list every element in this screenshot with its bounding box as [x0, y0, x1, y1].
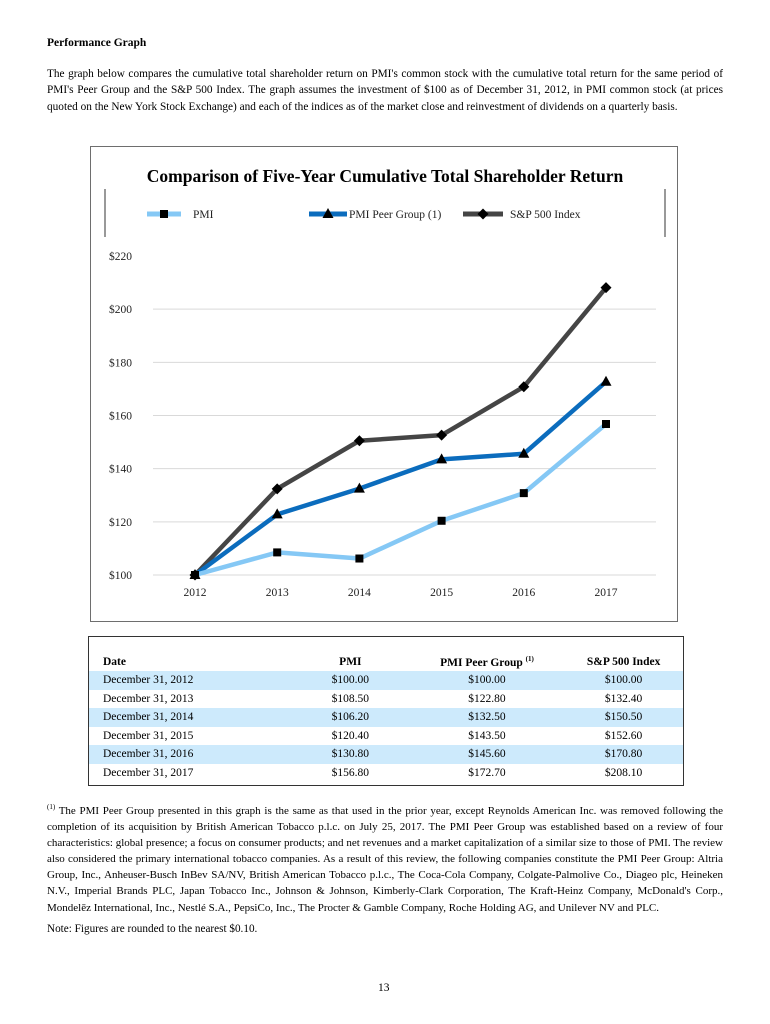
- series-pmi-peer-group-1: [189, 375, 612, 579]
- footnote-ref: (1): [525, 655, 534, 663]
- legend-item: PMI: [147, 209, 214, 221]
- table-header-row: Date PMI PMI Peer Group (1) S&P 500 Inde…: [89, 653, 683, 671]
- footnote-text: The PMI Peer Group presented in this gra…: [47, 805, 723, 914]
- legend-item: S&P 500 Index: [463, 208, 581, 221]
- legend-marker: [160, 210, 168, 218]
- data-point-marker: [518, 447, 530, 458]
- y-tick-label: $220: [109, 250, 132, 263]
- legend-marker: [322, 208, 334, 218]
- data-point-marker: [191, 571, 199, 579]
- chart-legend: PMI PMI Peer Group (1) S&P 500 Index: [147, 208, 581, 221]
- y-axis-ticks: $100 $120 $140 $160 $180 $200 $220: [109, 250, 132, 582]
- rounding-note: Note: Figures are rounded to the nearest…: [47, 923, 258, 935]
- cell-pmi: $120.40: [331, 729, 370, 742]
- data-point-marker: [602, 420, 610, 429]
- chart-title: Comparison of Five-Year Cumulative Total…: [147, 166, 624, 186]
- y-tick-label: $140: [109, 463, 132, 476]
- data-point-marker: [355, 554, 364, 563]
- cell-sp500: $170.80: [564, 745, 683, 764]
- table-row: December 31, 2016 $130.80 $145.60 $170.80: [89, 745, 683, 764]
- table-row: December 31, 2012 $100.00 $100.00 $100.00: [89, 671, 683, 690]
- x-tick-label: 2017: [595, 587, 618, 599]
- x-tick-label: 2016: [512, 587, 535, 599]
- table-row: December 31, 2014 $106.20 $132.50 $150.50: [89, 708, 683, 727]
- cell-peer-group: $143.50: [468, 729, 506, 742]
- data-point-marker: [273, 548, 282, 557]
- table-body: December 31, 2012 $100.00 $100.00 $100.00 De…: [89, 671, 683, 782]
- returns-table: Date PMI PMI Peer Group (1) S&P 500 Inde…: [89, 653, 683, 782]
- y-tick-label: $200: [109, 303, 132, 316]
- y-tick-label: $100: [109, 569, 132, 582]
- table-row: December 31, 2017 $156.80 $172.70 $208.10: [89, 764, 683, 783]
- x-tick-label: 2012: [184, 587, 207, 599]
- cell-pmi: $156.80: [331, 766, 370, 779]
- cell-pmi: $130.80: [290, 745, 410, 764]
- series-line: [193, 380, 608, 577]
- section-heading: Performance Graph: [47, 37, 147, 49]
- data-point-marker: [600, 282, 612, 294]
- cell-sp500: $100.00: [564, 671, 683, 690]
- series-pmi: [191, 420, 610, 579]
- cell-date: December 31, 2016: [89, 745, 291, 764]
- cell-date: December 31, 2013: [103, 692, 194, 705]
- footnote-marker: (1): [47, 803, 56, 811]
- legend-item: PMI Peer Group (1): [309, 208, 441, 221]
- x-tick-label: 2013: [266, 587, 289, 599]
- legend-label: S&P 500 Index: [510, 209, 581, 221]
- header-date: Date: [103, 656, 126, 668]
- cell-date: December 31, 2012: [89, 671, 291, 690]
- x-tick-label: 2014: [348, 587, 371, 599]
- header-sp500: S&P 500 Index: [586, 656, 661, 668]
- page-number: 13: [378, 982, 390, 994]
- y-tick-label: $160: [109, 410, 132, 423]
- data-point-marker: [437, 516, 446, 525]
- header-peer-group: PMI Peer Group (1): [410, 653, 564, 671]
- line-chart: Comparison of Five-Year Cumulative Total…: [104, 166, 666, 599]
- chart-container: Comparison of Five-Year Cumulative Total…: [90, 146, 678, 622]
- cell-peer-group: $122.80: [468, 692, 506, 705]
- data-point-marker: [600, 375, 612, 386]
- chart-series: [189, 282, 612, 581]
- data-point-marker: [353, 435, 365, 447]
- legend-label: PMI: [193, 209, 214, 221]
- data-point-marker: [519, 489, 528, 498]
- cell-sp500: $150.50: [564, 708, 683, 727]
- cell-date: December 31, 2014: [89, 708, 291, 727]
- data-point-marker: [271, 508, 283, 519]
- header-peer-group-label: PMI Peer Group: [440, 657, 523, 669]
- cell-date: December 31, 2015: [103, 729, 194, 742]
- data-point-marker: [518, 381, 530, 393]
- cell-sp500: $152.60: [604, 729, 643, 742]
- table-row: December 31, 2015 $120.40 $143.50 $152.60: [89, 727, 683, 746]
- series-line: [194, 422, 608, 578]
- x-axis-ticks: 2012 2013 2014 2015 2016 2017: [184, 587, 618, 599]
- y-tick-label: $180: [109, 356, 132, 369]
- data-point-marker: [353, 482, 365, 493]
- cell-peer-group: $100.00: [409, 671, 565, 690]
- cell-sp500: $208.10: [604, 766, 643, 779]
- x-tick-label: 2015: [430, 587, 453, 599]
- cell-pmi: $108.50: [331, 692, 370, 705]
- header-pmi: PMI: [339, 656, 362, 668]
- cell-date: December 31, 2017: [103, 766, 194, 779]
- legend-marker: [477, 208, 489, 220]
- footnote: (1) The PMI Peer Group presented in this…: [47, 799, 723, 916]
- intro-paragraph: The graph below compares the cumulative …: [47, 68, 723, 113]
- series-line: [193, 286, 608, 577]
- cell-sp500: $132.40: [604, 692, 643, 705]
- cell-peer-group: $145.60: [409, 745, 565, 764]
- data-point-marker: [436, 453, 448, 464]
- data-point-marker: [271, 483, 283, 495]
- cell-peer-group: $172.70: [468, 766, 506, 779]
- returns-table-container: Date PMI PMI Peer Group (1) S&P 500 Inde…: [88, 636, 684, 786]
- data-point-marker: [436, 429, 448, 441]
- y-tick-label: $120: [109, 516, 132, 529]
- table-row: December 31, 2013 $108.50 $122.80 $132.40: [89, 690, 683, 709]
- cell-pmi: $100.00: [290, 671, 410, 690]
- chart-gridlines: [153, 308, 656, 576]
- cell-peer-group: $132.50: [409, 708, 565, 727]
- cell-pmi: $106.20: [290, 708, 410, 727]
- legend-label: PMI Peer Group (1): [349, 209, 441, 221]
